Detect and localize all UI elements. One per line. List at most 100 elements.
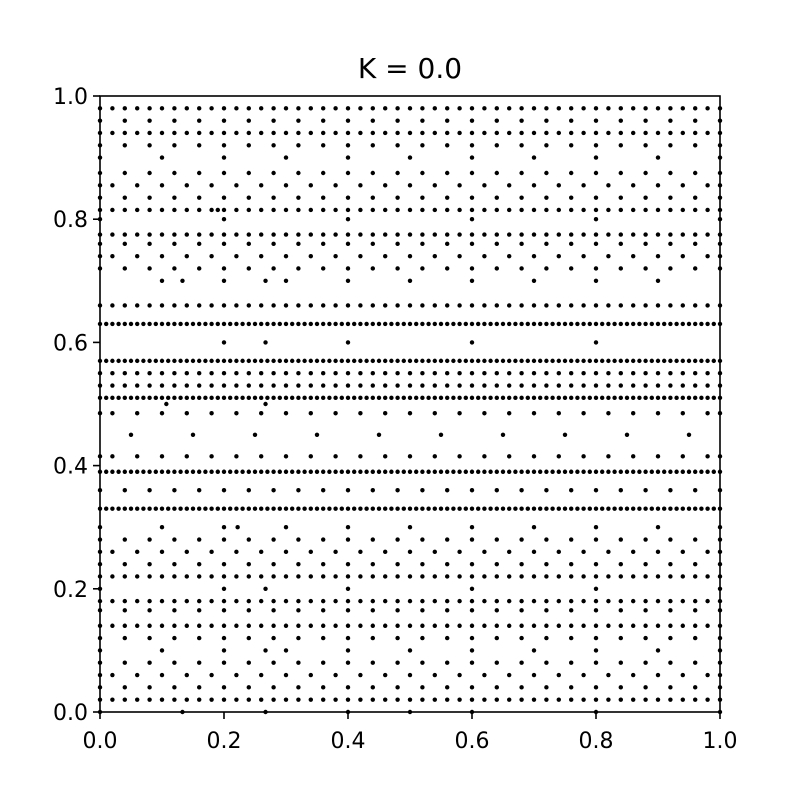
data-point [345,697,351,702]
data-point [600,358,605,364]
data-point [234,598,239,604]
data-point [507,506,512,511]
data-point [618,241,623,247]
data-point [110,371,115,376]
data-point [445,143,450,148]
data-point [680,395,685,401]
data-point [420,241,425,247]
data-point [389,469,394,474]
data-point [122,232,128,237]
data-point [519,383,524,388]
data-point [494,561,499,567]
data-point [153,358,158,364]
data-point [172,537,177,542]
data-point [383,395,388,401]
data-point [569,170,574,176]
data-point [358,549,363,555]
data-point [395,266,400,271]
data-point [531,598,537,604]
data-point [482,506,487,511]
data-point [469,217,475,222]
data-point [544,561,549,567]
data-point [147,561,152,567]
data-point [383,383,388,388]
data-point [321,232,326,237]
data-point [252,506,258,511]
data-point [556,358,561,364]
data-point [569,635,574,641]
data-point [705,303,710,308]
data-point [228,469,233,474]
data-point [593,469,599,474]
data-point [531,506,537,511]
data-point [172,106,177,111]
data-point [668,574,673,579]
data-point [500,395,506,401]
data-point [172,598,177,604]
data-point [296,303,301,308]
data-point [482,321,487,327]
data-point [544,395,549,401]
data-point [302,358,307,364]
data-point [531,183,537,188]
data-point [593,525,599,530]
data-point [432,106,437,111]
data-point [674,321,679,327]
data-point [383,371,388,376]
data-point [668,488,673,493]
data-point [246,371,251,376]
data-point [649,506,654,511]
data-point [308,454,313,459]
data-point [655,278,661,283]
data-point [333,106,338,111]
data-point [135,207,140,213]
data-point [643,608,648,613]
data-point [569,383,574,388]
scatter-points [97,106,723,715]
data-point [693,383,698,388]
data-point [556,411,561,416]
data-point [401,506,406,511]
data-point [693,207,698,213]
data-point [159,278,165,283]
data-point [172,469,177,474]
data-point [259,411,264,416]
data-point [321,303,326,308]
data-point [550,395,555,401]
data-point [451,506,456,511]
data-point [159,155,165,160]
data-point [358,321,363,327]
data-point [333,383,338,388]
data-point [333,321,338,327]
data-point [457,411,462,416]
data-point [259,383,264,388]
data-point [110,106,115,111]
data-point [209,371,214,376]
data-point [166,358,171,364]
data-point [352,469,357,474]
data-point [668,358,673,364]
data-point [345,648,351,653]
data-point [209,207,214,213]
data-point [693,106,698,111]
data-point [643,266,648,271]
data-point [308,232,313,237]
data-point [110,623,115,628]
data-point [593,371,599,376]
data-point [686,395,692,401]
data-point [358,303,363,308]
data-point [364,469,369,474]
data-point [246,241,251,247]
data-point [643,130,648,136]
data-point [122,321,128,327]
data-point [569,118,574,123]
data-point [631,183,636,188]
data-point [593,278,599,283]
data-point [184,411,189,416]
data-point [693,660,698,665]
data-point [345,488,351,493]
data-point [128,321,134,327]
data-point [705,454,710,459]
data-point [290,358,295,364]
data-point [104,358,109,364]
